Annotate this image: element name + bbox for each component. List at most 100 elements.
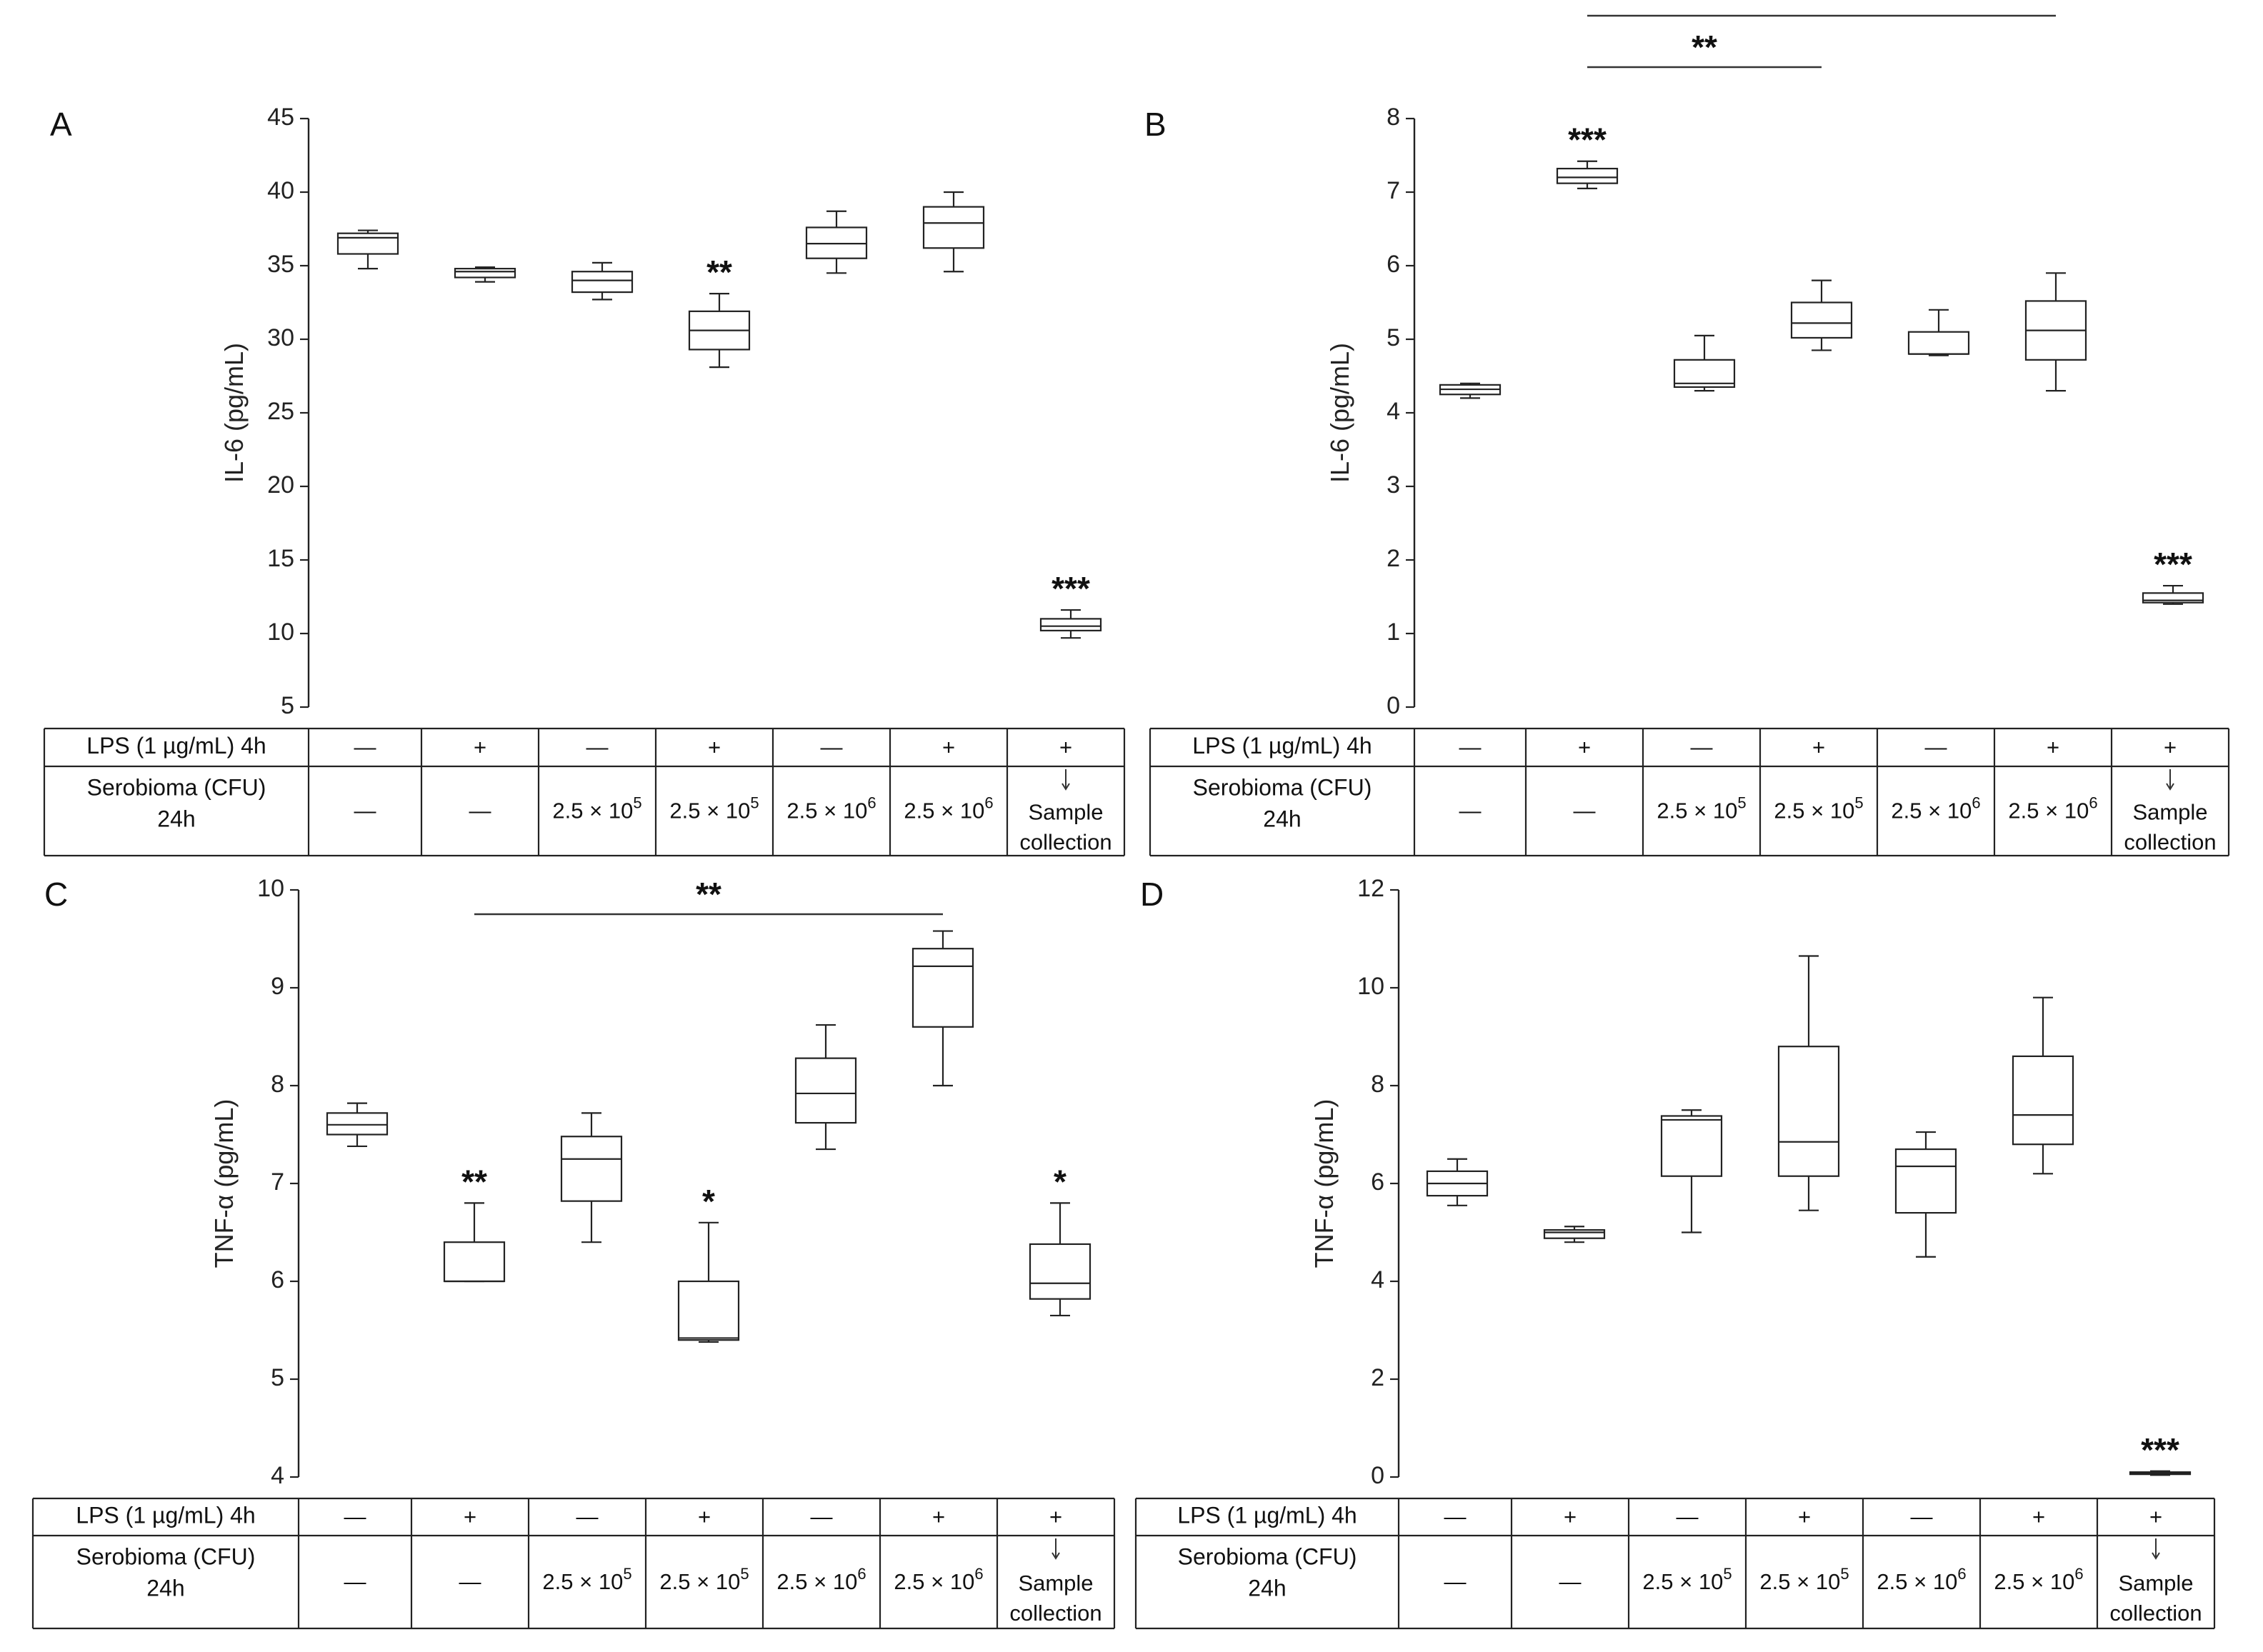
sero-cell: Sample [2118, 1571, 2193, 1596]
lps-row-header: LPS (1 µg/mL) 4h [1177, 1502, 1357, 1528]
iqr-box [911, 948, 974, 1028]
sero-cell: 2.5 × 106 [2008, 794, 2097, 823]
sample-arrow-head [1061, 783, 1070, 791]
lps-cell: + [2164, 735, 2177, 760]
sero-cell-line2: collection [1019, 830, 1111, 855]
lps-cell: + [698, 1504, 711, 1529]
significance-marker: *** [2141, 1431, 2179, 1468]
serobioma-row-header: Serobioma (CFU) [76, 1543, 256, 1569]
lps-cell: + [932, 1504, 945, 1529]
lps-cell: + [1578, 735, 1591, 760]
condition-table: LPS (1 µg/mL) 4h Serobioma (CFU) 24h — — + — — 2… [31, 1497, 1116, 1630]
iqr-box [560, 1136, 623, 1202]
iqr-box [794, 1057, 857, 1124]
condition-table: LPS (1 µg/mL) 4h Serobioma (CFU) 24h — — + — — 2… [1149, 727, 2230, 857]
lps-cell: — [811, 1504, 833, 1529]
serobioma-row-header-duration: 24h [157, 806, 195, 831]
box-group-4 [1790, 279, 1853, 351]
y-tick-label: 4 [271, 1462, 284, 1489]
condition-table: LPS (1 µg/mL) 4h Serobioma (CFU) 24h — — + — — 2… [1134, 1497, 2216, 1630]
sero-cell: Sample [2132, 800, 2207, 825]
lps-cell: + [464, 1504, 476, 1529]
significance-marker: *** [1568, 121, 1607, 159]
lps-cell: + [474, 735, 486, 760]
serobioma-row-header-duration: 24h [146, 1575, 184, 1601]
sero-cell: — [459, 1569, 481, 1594]
sero-cell: 2.5 × 106 [786, 794, 876, 823]
sero-cell: — [1574, 799, 1596, 824]
box-group-5 [794, 1023, 857, 1151]
sero-cell: 2.5 × 105 [542, 1565, 631, 1594]
y-axis-title: IL-6 (pg/mL) [1325, 343, 1354, 483]
lps-row-header: LPS (1 µg/mL) 4h [1192, 733, 1372, 759]
sero-cell: 2.5 × 105 [552, 794, 641, 823]
box-group-2: *** [1556, 121, 1619, 189]
lps-cell: + [2047, 735, 2059, 760]
iqr-box [1673, 359, 1736, 389]
sero-cell-line2: collection [1009, 1601, 1101, 1626]
iqr-box [1660, 1115, 1723, 1177]
lps-cell: + [942, 735, 955, 760]
sero-cell: — [1444, 1569, 1467, 1594]
iqr-box [443, 1241, 506, 1283]
y-tick-label: 0 [1371, 1462, 1384, 1489]
box-group-5 [805, 210, 868, 274]
y-tick-label: 45 [267, 104, 294, 131]
panel-d: D 0 2 4 6 8 10 12 TNF-α (pg/mL) *** LPS (1 µg/mL) … [1134, 875, 2216, 1630]
box-group-3 [1660, 1109, 1723, 1233]
lps-cell: — [344, 1504, 366, 1529]
y-tick-label: 8 [1371, 1071, 1384, 1098]
y-tick-label: 10 [267, 619, 294, 646]
comparison-label: ** [696, 876, 721, 913]
lps-cell: + [2149, 1504, 2162, 1529]
box-group-1 [326, 1102, 389, 1148]
lps-cell: — [354, 735, 376, 760]
significance-marker: ** [706, 254, 732, 291]
y-tick-label: 35 [267, 251, 294, 278]
serobioma-row-header-duration: 24h [1248, 1575, 1286, 1601]
box-group-5 [1894, 1131, 1957, 1258]
iqr-box [1556, 167, 1619, 184]
panel-letter: A [50, 106, 72, 143]
iqr-box [677, 1280, 740, 1341]
lps-cell: + [1812, 735, 1825, 760]
sero-cell: Sample [1018, 1571, 1093, 1596]
y-tick-label: 10 [257, 875, 284, 902]
iqr-box [1029, 1243, 1091, 1300]
y-tick-label: 10 [1357, 973, 1384, 1000]
iqr-box [1039, 618, 1102, 631]
y-tick-label: 1 [1387, 619, 1400, 646]
box-group-1 [1426, 1158, 1489, 1206]
box-group-2: ** [443, 1163, 506, 1283]
lps-row-header: LPS (1 µg/mL) 4h [76, 1502, 255, 1528]
box-group-6 [911, 930, 974, 1087]
sero-cell: 2.5 × 106 [894, 1565, 983, 1594]
sero-cell: 2.5 × 106 [904, 794, 993, 823]
significance-marker: ** [461, 1163, 487, 1200]
lps-cell: — [1459, 735, 1482, 760]
serobioma-row-header: Serobioma (CFU) [1178, 1543, 1357, 1569]
y-tick-label: 4 [1387, 398, 1400, 425]
significance-marker: * [1054, 1163, 1066, 1200]
box-group-4: * [677, 1183, 740, 1343]
sero-cell: — [469, 799, 491, 824]
iqr-box [922, 206, 985, 249]
y-tick-label: 4 [1371, 1266, 1384, 1293]
condition-table: LPS (1 µg/mL) 4h Serobioma (CFU) 24h — — + — — 2… [43, 727, 1126, 857]
iqr-box [2012, 1055, 2074, 1146]
panel-letter: D [1140, 876, 1164, 913]
lps-cell: — [1691, 735, 1713, 760]
box-group-4 [1777, 955, 1840, 1211]
box-group-7: *** [2142, 546, 2204, 605]
sero-cell: 2.5 × 105 [1774, 794, 1863, 823]
y-axis-title: IL-6 (pg/mL) [219, 343, 249, 483]
iqr-box [326, 1112, 389, 1136]
y-tick-label: 5 [271, 1364, 284, 1391]
iqr-box [1907, 331, 1970, 355]
panel-letter: B [1144, 106, 1167, 143]
box-group-3 [571, 261, 634, 301]
lps-cell: — [1444, 1504, 1467, 1529]
sero-cell: 2.5 × 105 [1759, 1565, 1849, 1594]
